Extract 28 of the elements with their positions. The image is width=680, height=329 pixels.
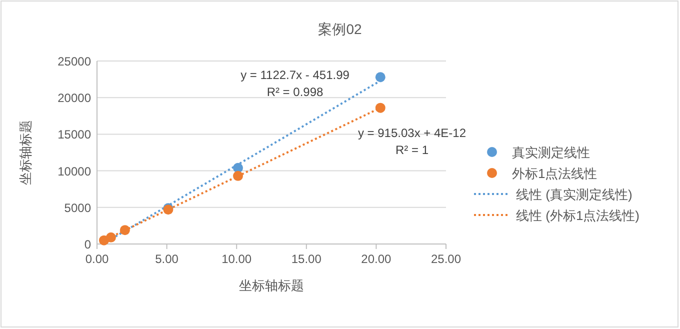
- x-tick-label: 5.00: [155, 252, 179, 266]
- y-tick-label: 20000: [58, 91, 92, 106]
- legend-label: 外标1点法线性: [512, 166, 598, 181]
- point: [232, 170, 243, 181]
- annotation: y = 915.03x + 4E-12: [358, 126, 466, 140]
- point: [120, 225, 130, 236]
- y-tick-label: 5000: [64, 200, 92, 215]
- legend-label: 真实测定线性: [512, 145, 590, 160]
- annotation: R² = 1: [395, 143, 429, 157]
- legend-label: 线性 (真实测定线性): [516, 187, 632, 202]
- y-tick-label: 25000: [58, 54, 92, 68]
- x-tick-label: 15.00: [291, 252, 322, 266]
- x-tick-label: 25.00: [430, 252, 462, 266]
- x-tick-label: 20.00: [361, 252, 392, 266]
- y-tick-label: 10000: [58, 164, 92, 178]
- point: [375, 102, 386, 113]
- x-tick-label: 0.00: [85, 252, 109, 266]
- chart-title: 案例02: [318, 21, 362, 37]
- annotation: R² = 0.998: [266, 85, 324, 99]
- x-axis-title: 坐标轴标题: [239, 278, 304, 293]
- point: [375, 72, 386, 82]
- annotation: y = 1122.7x - 451.99: [240, 68, 350, 82]
- y-tick-label: 0: [84, 238, 92, 252]
- legend-label: 线性 (外标1点法线性): [516, 208, 640, 223]
- point: [106, 232, 116, 242]
- x-tick-label: 10.00: [222, 252, 252, 266]
- y-axis-title: 坐标轴标题: [18, 120, 33, 185]
- y-tick-label: 15000: [58, 128, 92, 142]
